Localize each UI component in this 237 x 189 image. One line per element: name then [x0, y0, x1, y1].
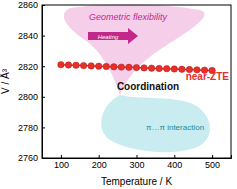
annotation: Heating: [98, 34, 119, 40]
tick-label: 400: [167, 160, 182, 170]
data-point: [179, 66, 185, 72]
tick: 300: [129, 155, 144, 170]
flexibility-region: [64, 4, 205, 95]
tick: 2840: [18, 31, 45, 41]
tick: 2800: [18, 92, 45, 102]
data-point: [133, 64, 139, 70]
y-axis: 2760 2780 2800 2820 2840 2860: [18, 0, 45, 163]
annotation: Geometric flexibility: [89, 12, 168, 22]
plot-frame: [42, 5, 231, 158]
tick-label: 200: [92, 160, 107, 170]
tick-label: 500: [205, 160, 220, 170]
chart: 100 200 300 400 500 2760 2780 2800 2820 2840 2860 T…: [0, 0, 237, 189]
tick: 2760: [18, 153, 45, 163]
data-point: [148, 65, 154, 71]
data-point: [96, 63, 102, 69]
data-point: [118, 64, 124, 70]
data-point: [80, 62, 86, 68]
tick: 500: [205, 155, 220, 170]
tick: 400: [167, 155, 182, 170]
tick-label: 2820: [18, 62, 38, 72]
tick-label: 2760: [18, 153, 38, 163]
tick: 2780: [18, 123, 45, 133]
data-point: [111, 64, 117, 70]
axis-line: [43, 6, 46, 159]
data-point: [164, 65, 170, 71]
data-point: [171, 66, 177, 72]
x-axis: 100 200 300 400 500: [43, 155, 232, 170]
tick: 2860: [18, 0, 45, 10]
data-point: [58, 61, 64, 67]
tick-label: 2860: [18, 0, 38, 10]
tick-label: 300: [129, 160, 144, 170]
annotation: π…π interaction: [146, 123, 204, 132]
data-point: [156, 65, 162, 71]
data-point: [88, 63, 94, 69]
tick: 100: [54, 155, 69, 170]
heating-arrow: [88, 28, 138, 44]
data-point: [103, 63, 109, 69]
tick: 200: [92, 155, 107, 170]
x-axis-title: Temperature / K: [101, 176, 172, 187]
data-point: [141, 65, 147, 71]
data-point: [73, 62, 79, 68]
tick-label: 2840: [18, 31, 38, 41]
tick: 2820: [18, 62, 45, 72]
data-point: [65, 62, 71, 68]
tick-label: 2780: [18, 123, 38, 133]
interaction-region: [101, 95, 210, 152]
tick-label: 100: [54, 160, 69, 170]
annotation: Coordination: [117, 81, 179, 92]
data-point: [126, 64, 132, 70]
y-axis-title: V / Å³: [0, 68, 11, 94]
annotation: near-ZTE: [186, 71, 230, 82]
tick-label: 2800: [18, 92, 38, 102]
